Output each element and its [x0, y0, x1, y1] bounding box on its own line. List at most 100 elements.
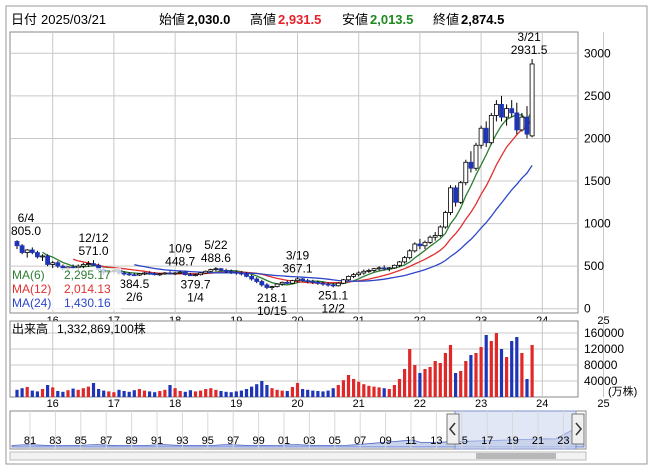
candle	[529, 59, 535, 138]
volume-label: 出来高	[12, 321, 48, 336]
navigator-year-label: 89	[125, 435, 137, 447]
candle	[463, 159, 469, 186]
volume-bar	[35, 391, 39, 397]
candle-body	[254, 278, 260, 282]
volume-bar	[505, 357, 509, 397]
candle	[442, 210, 448, 229]
volume-bar	[122, 391, 126, 397]
volume-bar	[137, 389, 141, 397]
volume-bars	[15, 333, 534, 397]
navigator-year-label: 21	[532, 435, 544, 447]
candle	[274, 283, 280, 288]
volume-bar	[295, 383, 300, 397]
candle-body	[371, 268, 377, 271]
volume-x-axis: 16 17 18 19 20 21 22 23 24 25	[47, 398, 610, 410]
volume-bar	[448, 345, 453, 397]
candle	[193, 273, 198, 277]
candle	[80, 262, 86, 269]
volume-bar	[91, 383, 96, 397]
volume-bar	[372, 386, 376, 397]
candle-body	[300, 278, 306, 282]
navigator-selection[interactable]	[454, 410, 577, 450]
volume-value: 1,332,869,100株	[57, 321, 146, 336]
navigator-year-label: 97	[227, 435, 239, 447]
volume-bar	[204, 389, 208, 397]
annotation-date: 10/15	[257, 304, 287, 318]
candle-body	[29, 249, 35, 253]
navigator-right-handle[interactable]	[571, 413, 585, 445]
candle-body	[407, 250, 413, 259]
candle	[305, 278, 311, 284]
candle-body	[499, 103, 504, 118]
candle-body	[198, 272, 204, 276]
candle-body	[448, 187, 453, 213]
navigator-year-label: 19	[506, 435, 518, 447]
left-handle-box[interactable]	[446, 413, 460, 445]
candle-body	[366, 270, 372, 272]
volume-bar	[40, 389, 45, 397]
candle	[208, 268, 214, 273]
volume-y-tick-label: 40000	[584, 374, 618, 388]
candle-body	[131, 274, 137, 277]
candle-body	[269, 286, 275, 289]
volume-bar	[76, 389, 80, 397]
navigator-scrollbar[interactable]	[9, 451, 587, 461]
volume-bar	[107, 391, 111, 397]
candle-body	[381, 267, 387, 270]
volume-bar	[433, 361, 437, 397]
candle-body	[468, 161, 474, 169]
candle	[519, 112, 525, 132]
candle	[203, 270, 209, 274]
volume-x-tick-label: 23	[475, 398, 487, 410]
volume-bar	[112, 392, 116, 397]
candle-body	[473, 144, 479, 169]
candle	[412, 242, 418, 253]
volume-bar	[71, 388, 75, 397]
candle	[468, 151, 474, 173]
navigator-year-label: 81	[24, 435, 36, 447]
scrollbar-thumb[interactable]	[476, 453, 556, 459]
candle-body	[75, 265, 81, 269]
candle	[478, 125, 484, 149]
candle-body	[177, 271, 183, 274]
navigator-year-label: 03	[303, 435, 315, 447]
chevron-right-icon	[575, 422, 582, 436]
candle-body	[310, 281, 316, 283]
candle-body	[295, 278, 300, 282]
volume-bar	[188, 390, 192, 397]
open-label: 始値	[159, 12, 185, 27]
candle-body	[279, 281, 285, 285]
volume-bar	[306, 389, 310, 397]
volume-bar	[454, 373, 458, 397]
ma12-value: 2,014.13	[64, 282, 111, 296]
volume-x-tick-label: 16	[47, 398, 59, 410]
volume-bar	[127, 391, 131, 397]
candle	[397, 261, 402, 268]
candle	[187, 272, 193, 277]
navigator-left-handle[interactable]	[446, 413, 460, 445]
candle-body	[432, 235, 438, 238]
annotation: 251.112/2	[318, 288, 348, 315]
candle-body	[397, 261, 402, 266]
volume-bar	[382, 388, 386, 397]
candle	[218, 267, 224, 272]
annotation-date: 5/22	[204, 238, 228, 252]
candle-body	[412, 243, 418, 252]
candle	[361, 269, 367, 275]
annotation-date: 12/12	[78, 231, 108, 245]
candle	[371, 267, 377, 273]
candle	[366, 268, 372, 273]
volume-bar	[301, 389, 305, 397]
candle-body	[402, 257, 408, 263]
volume-bar	[46, 385, 50, 397]
candle-body	[386, 267, 392, 270]
candle	[233, 270, 239, 275]
volume-bar	[183, 391, 187, 397]
candlestick-series	[14, 59, 535, 291]
volume-bar	[489, 341, 493, 397]
right-handle-box[interactable]	[571, 413, 585, 445]
low-value: 2,013.5	[370, 12, 413, 27]
volume-bar	[326, 390, 330, 397]
candle	[437, 225, 443, 238]
navigator-year-label: 01	[278, 435, 290, 447]
